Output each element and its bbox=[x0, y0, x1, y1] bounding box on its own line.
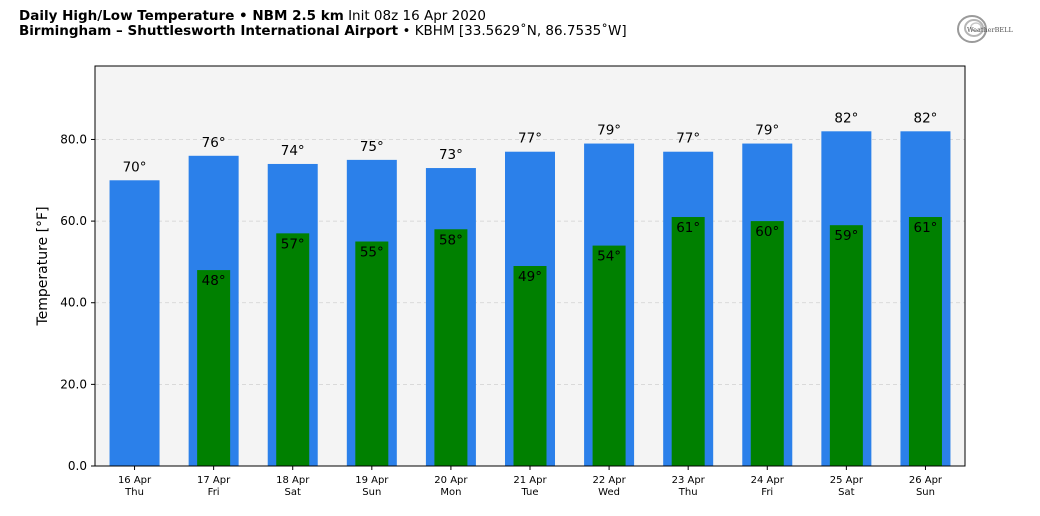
chart-header: Daily High/Low Temperature • NBM 2.5 km … bbox=[19, 9, 627, 39]
low-temp-label: 61° bbox=[913, 220, 937, 236]
x-tick-day-label: Sun bbox=[916, 487, 935, 498]
x-tick-date-label: 23 Apr bbox=[672, 475, 706, 486]
low-temp-bar bbox=[197, 270, 231, 466]
low-temp-label: 48° bbox=[202, 273, 226, 289]
low-temp-bar bbox=[355, 241, 389, 466]
x-tick-date-label: 16 Apr bbox=[118, 475, 152, 486]
high-temp-label: 75° bbox=[360, 139, 384, 155]
y-axis-label: Temperature [°F] bbox=[35, 206, 51, 326]
plot-frame bbox=[94, 65, 966, 467]
high-temp-label: 70° bbox=[123, 159, 147, 175]
station-line: Birmingham – Shuttlesworth International… bbox=[19, 24, 627, 39]
high-temp-label: 82° bbox=[913, 110, 937, 126]
low-temp-label: 58° bbox=[439, 232, 463, 248]
low-temp-bar bbox=[513, 266, 547, 466]
low-temp-label: 59° bbox=[834, 228, 858, 244]
high-temp-label: 79° bbox=[597, 123, 621, 139]
y-tick-label: 40.0 bbox=[60, 296, 87, 310]
chart-title: Daily High/Low Temperature • NBM 2.5 km bbox=[19, 8, 344, 24]
low-temp-bar bbox=[276, 233, 310, 466]
low-temp-bar bbox=[908, 217, 942, 466]
high-temp-label: 79° bbox=[755, 123, 779, 139]
low-temp-bar bbox=[434, 229, 468, 466]
weatherbell-swirl-logo: WeatherBELL bbox=[957, 15, 1013, 43]
x-tick-date-label: 19 Apr bbox=[355, 475, 389, 486]
low-temp-bar bbox=[750, 221, 784, 466]
low-temp-label: 49° bbox=[518, 269, 542, 285]
x-tick-day-label: Fri bbox=[208, 487, 220, 498]
x-tick-day-label: Mon bbox=[440, 487, 461, 498]
x-tick-day-label: Sat bbox=[838, 487, 854, 498]
low-temp-bar bbox=[592, 245, 626, 466]
x-tick-day-label: Thu bbox=[678, 487, 698, 498]
low-temp-label: 55° bbox=[360, 245, 384, 261]
y-tick-label: 20.0 bbox=[60, 377, 87, 391]
init-time: Init 08z 16 Apr 2020 bbox=[348, 8, 486, 24]
low-temp-label: 54° bbox=[597, 249, 621, 265]
x-tick-date-label: 21 Apr bbox=[513, 475, 547, 486]
low-temp-label: 61° bbox=[676, 220, 700, 236]
low-temp-bar bbox=[671, 217, 705, 466]
high-temp-label: 76° bbox=[202, 135, 226, 151]
x-tick-day-label: Wed bbox=[598, 487, 620, 498]
logo-text: WeatherBELL bbox=[967, 26, 1013, 34]
x-tick-date-label: 17 Apr bbox=[197, 475, 231, 486]
x-tick-date-label: 20 Apr bbox=[434, 475, 468, 486]
x-tick-date-label: 18 Apr bbox=[276, 475, 310, 486]
x-tick-date-label: 22 Apr bbox=[592, 475, 626, 486]
x-tick-day-label: Fri bbox=[761, 487, 773, 498]
high-temp-label: 73° bbox=[439, 147, 463, 163]
y-tick-label: 80.0 bbox=[60, 132, 87, 146]
station-info: • KBHM [33.5629˚N, 86.7535˚W] bbox=[402, 23, 627, 39]
x-tick-date-label: 24 Apr bbox=[751, 475, 785, 486]
x-tick-date-label: 26 Apr bbox=[909, 475, 943, 486]
high-temp-label: 82° bbox=[834, 110, 858, 126]
high-temp-label: 77° bbox=[518, 131, 542, 147]
x-tick-day-label: Sat bbox=[285, 487, 301, 498]
low-temp-label: 57° bbox=[281, 236, 305, 252]
low-temp-bar bbox=[829, 225, 863, 466]
title-line: Daily High/Low Temperature • NBM 2.5 km … bbox=[19, 9, 627, 24]
station-name: Birmingham – Shuttlesworth International… bbox=[19, 23, 399, 39]
x-tick-day-label: Tue bbox=[520, 487, 538, 498]
x-tick-day-label: Sun bbox=[362, 487, 381, 498]
x-tick-date-label: 25 Apr bbox=[830, 475, 864, 486]
y-tick-label: 0.0 bbox=[68, 459, 87, 473]
x-tick-day-label: Thu bbox=[124, 487, 144, 498]
high-temp-label: 74° bbox=[281, 143, 305, 159]
y-tick-label: 60.0 bbox=[60, 214, 87, 228]
low-temp-label: 60° bbox=[755, 224, 779, 240]
high-temp-bar bbox=[109, 180, 160, 467]
high-temp-label: 77° bbox=[676, 131, 700, 147]
